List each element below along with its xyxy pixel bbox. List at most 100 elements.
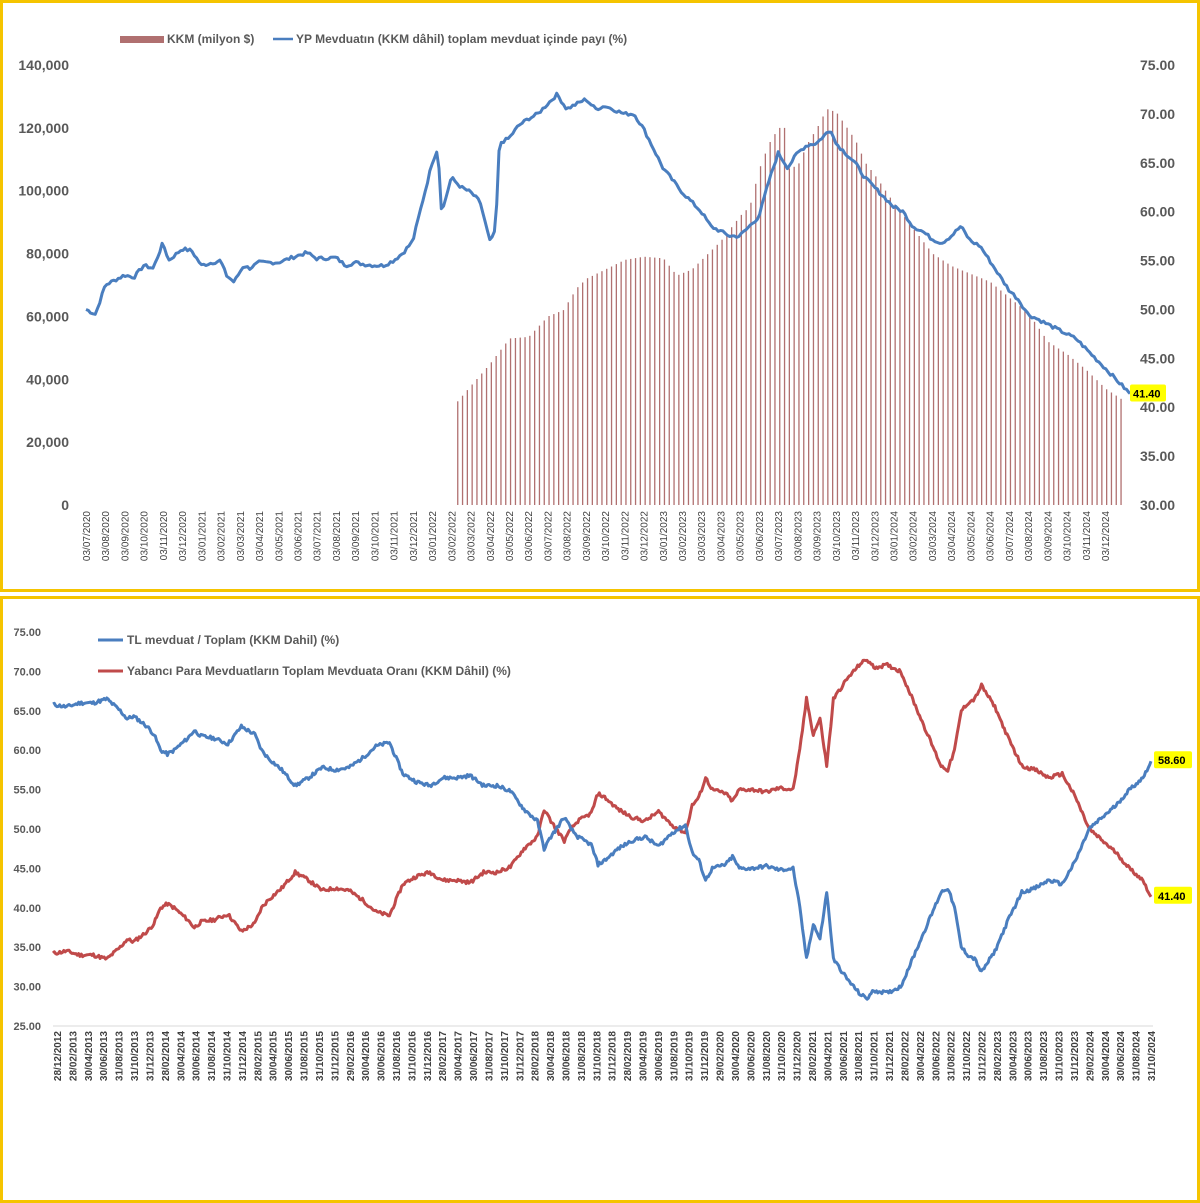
kkm-bar	[529, 335, 531, 505]
y-right-tick-label: 50.00	[1140, 301, 1175, 317]
x-tick-label: 03/11/2021	[390, 511, 401, 561]
x-tick-label: 30/06/2020	[746, 1031, 757, 1081]
kkm-bar	[481, 373, 483, 505]
kkm-bar	[870, 170, 872, 505]
x-tick-label: 03/12/2023	[870, 511, 881, 561]
kkm-bar	[716, 244, 718, 506]
kkm-bar	[697, 263, 699, 505]
kkm-bar	[908, 223, 911, 505]
kkm-bar	[899, 210, 901, 506]
kkm-bar	[884, 190, 887, 505]
kkm-bar	[822, 116, 824, 505]
kkm-bar	[673, 271, 675, 505]
x-tick-label: 28/02/2017	[438, 1031, 449, 1081]
x-tick-label: 28/02/2014	[161, 1031, 172, 1081]
kkm-bar	[1014, 302, 1016, 505]
x-tick-label: 03/08/2021	[332, 511, 343, 561]
kkm-bar	[740, 214, 742, 505]
kkm-bar	[625, 259, 627, 505]
x-tick-label: 31/08/2013	[115, 1031, 126, 1081]
legend-swatch-kkm	[120, 36, 164, 43]
x-tick-label: 03/03/2021	[236, 511, 247, 561]
kkm-bar	[1106, 389, 1108, 505]
x-axis-labels: 28/12/2012 28/02/2013 30/04/2013 30/06/2013…	[53, 1031, 1158, 1081]
x-tick-label: 03/06/2021	[293, 511, 304, 561]
x-tick-label: 31/08/2023	[1039, 1031, 1050, 1081]
x-tick-label: 31/12/2017	[515, 1031, 526, 1081]
end-label-tl-value: 58.60	[1158, 755, 1186, 767]
x-tick-label: 31/08/2024	[1132, 1031, 1143, 1081]
x-tick-label: 31/12/2019	[700, 1031, 711, 1081]
end-label-fx: 41.40	[1154, 886, 1192, 904]
kkm-bar	[1110, 392, 1113, 505]
kkm-bar	[726, 233, 728, 505]
x-tick-label: 03/08/2023	[793, 511, 804, 561]
kkm-bar	[553, 314, 555, 505]
kkm-bar	[1029, 314, 1031, 505]
x-tick-label: 03/02/2022	[447, 511, 458, 561]
x-axis-labels: 03/07/2020 03/08/2020 03/09/2020 03/10/2020…	[82, 511, 1112, 561]
kkm-bar	[687, 270, 690, 505]
kkm-bar	[832, 110, 834, 506]
kkm-bar	[894, 204, 896, 505]
x-tick-label: 03/09/2023	[813, 511, 824, 561]
x-tick-label: 03/08/2020	[101, 511, 112, 561]
y-right-tick-label: 60.00	[1140, 204, 1175, 220]
x-tick-label: 03/01/2022	[428, 511, 439, 561]
kkm-bar	[586, 278, 589, 505]
kkm-bar	[783, 127, 786, 506]
x-tick-label: 31/12/2013	[146, 1031, 157, 1081]
x-tick-label: 31/10/2017	[500, 1031, 511, 1081]
y-left-tick-label: 120,000	[18, 120, 69, 136]
kkm-bar	[692, 268, 694, 505]
kkm-bar	[620, 261, 622, 505]
y-left-tick-label: 100,000	[18, 183, 69, 199]
x-tick-label: 03/10/2023	[832, 511, 843, 561]
x-tick-label: 03/10/2022	[601, 511, 612, 561]
x-tick-label: 30/06/2015	[284, 1031, 295, 1081]
y-tick-label: 50.00	[13, 824, 41, 836]
kkm-bar	[923, 242, 925, 506]
y-tick-label: 55.00	[13, 785, 41, 797]
kkm-bar	[1005, 294, 1007, 505]
x-tick-label: 31/10/2014	[223, 1031, 234, 1081]
x-tick-label: 03/11/2023	[851, 511, 862, 561]
x-tick-label: 03/12/2021	[409, 511, 420, 561]
x-tick-label: 03/06/2024	[986, 511, 997, 561]
kkm-bar	[678, 274, 680, 505]
kkm-bar	[889, 197, 891, 505]
x-tick-label: 03/12/2024	[1101, 511, 1112, 561]
kkm-bar	[591, 275, 593, 505]
kkm-bar	[514, 338, 517, 505]
y-axis-right: 30.00 35.00 40.00 45.00 50.00 55.00 60.00 65.00…	[1140, 57, 1175, 513]
kkm-bar	[1096, 380, 1098, 505]
x-tick-label: 31/12/2021	[885, 1031, 896, 1081]
x-tick-label: 03/07/2020	[82, 511, 93, 561]
kkm-bar	[711, 249, 714, 505]
x-tick-label: 31/10/2023	[1055, 1031, 1066, 1081]
kkm-bar	[1024, 310, 1026, 505]
kkm-bar	[1062, 351, 1064, 505]
kkm-bar	[490, 362, 492, 505]
x-tick-label: 03/05/2024	[966, 511, 977, 561]
x-tick-label: 03/10/2024	[1063, 511, 1074, 561]
end-label-tl: 58.60	[1154, 751, 1192, 769]
kkm-bar	[1091, 375, 1093, 505]
x-tick-label: 30/04/2015	[269, 1031, 280, 1081]
x-tick-label: 03/04/2023	[716, 511, 727, 561]
x-tick-label: 03/11/2020	[159, 511, 170, 561]
kkm-bar	[981, 278, 983, 505]
fx-share-line	[51, 658, 1153, 961]
kkm-bar	[548, 316, 550, 505]
kkm-bar	[841, 120, 843, 505]
kkm-bar	[1081, 366, 1084, 505]
x-tick-label: 03/05/2023	[736, 511, 747, 561]
x-tick-label: 28/02/2018	[531, 1031, 542, 1081]
kkm-bar	[572, 294, 574, 505]
tl-share-line	[52, 696, 1153, 1001]
kkm-bar	[735, 220, 738, 505]
x-tick-label: 28/02/2013	[68, 1031, 79, 1081]
kkm-bar	[524, 337, 526, 505]
kkm-bar	[961, 270, 964, 505]
kkm-bar	[1067, 354, 1069, 505]
